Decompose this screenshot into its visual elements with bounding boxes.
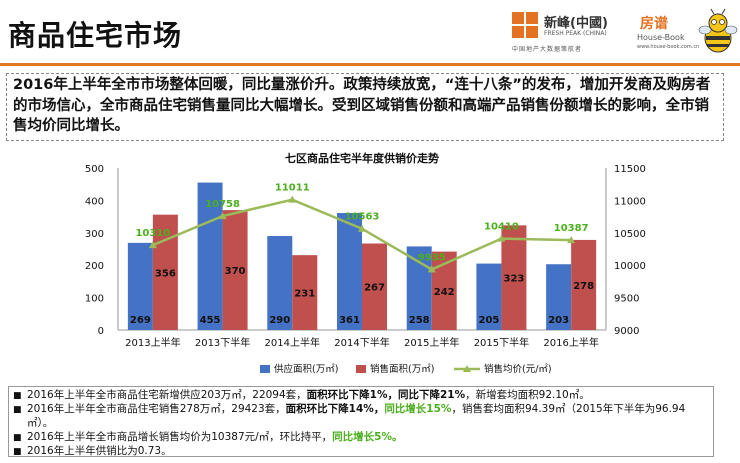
sales-bar bbox=[571, 239, 597, 330]
sales-value-label: 356 bbox=[155, 268, 176, 279]
brand-name: 新峰(中國) bbox=[544, 16, 608, 31]
left-tick-label: 400 bbox=[85, 196, 104, 207]
supply-bar bbox=[546, 264, 572, 330]
supply-value-label: 269 bbox=[130, 315, 151, 326]
right-tick-label: 10500 bbox=[614, 229, 646, 240]
note-item: ■ 2016年上半年全市商品住宅销售278万㎡，29423套，面积环比下降14%，… bbox=[13, 402, 709, 430]
page-title: 商品住宅市场 bbox=[8, 19, 183, 52]
note-segment: 同比增长5%。 bbox=[332, 431, 403, 443]
sales-bar bbox=[362, 243, 387, 330]
left-tick-label: 100 bbox=[85, 294, 104, 305]
category-label: 2016上半年 bbox=[543, 336, 598, 349]
legend-sales-label: 销售面积(万㎡) bbox=[370, 363, 434, 375]
note-segment: 2016年上半年全市商品住宅新增供应203万㎡，22094套， bbox=[27, 389, 307, 401]
left-tick-label: 500 bbox=[85, 164, 104, 175]
partner-name: 房谱 bbox=[640, 16, 668, 32]
supply-sales-price-chart: 七区商品住宅半年度供销价走势 0 100 200 300 400 500 9000 9500 10… bbox=[85, 151, 646, 375]
price-value-label: 10410 bbox=[484, 222, 519, 233]
price-point bbox=[427, 265, 436, 273]
category-label: 2013上半年 bbox=[125, 336, 180, 349]
category-label: 2014下半年 bbox=[334, 336, 389, 349]
category-label: 2013下半年 bbox=[195, 336, 250, 349]
chart-title: 七区商品住宅半年度供销价走势 bbox=[285, 151, 439, 165]
brand-slogan: 中国地产大数据策航者 bbox=[512, 46, 583, 53]
notes-box: ■ 2016年上半年全市商品住宅新增供应203万㎡，22094套，面积环比下降1%… bbox=[8, 386, 714, 457]
right-tick-label: 10000 bbox=[614, 261, 646, 272]
right-tick-label: 9500 bbox=[614, 294, 639, 305]
legend-sales-swatch bbox=[356, 365, 366, 373]
legend-price-label: 销售均价(元/㎡) bbox=[484, 363, 552, 375]
sales-value-label: 231 bbox=[294, 289, 315, 300]
supply-value-label: 361 bbox=[339, 315, 360, 326]
price-point bbox=[358, 224, 366, 232]
sales-value-label: 323 bbox=[503, 274, 524, 285]
bee-mascot-icon bbox=[698, 8, 738, 53]
price-value-label: 9935 bbox=[418, 252, 446, 263]
category-label: 2014上半年 bbox=[265, 336, 320, 349]
legend-supply-swatch bbox=[260, 365, 270, 373]
note-segment: 面积环比下降14%， bbox=[285, 403, 385, 415]
bullet-icon: ■ bbox=[13, 433, 22, 443]
supply-value-label: 455 bbox=[200, 315, 221, 326]
supply-value-label: 258 bbox=[409, 315, 430, 326]
right-tick-label: 11000 bbox=[614, 196, 646, 207]
price-point bbox=[567, 236, 576, 244]
price-point bbox=[218, 212, 227, 220]
title-divider bbox=[0, 63, 740, 66]
note-item: ■ 2016年上半年全市商品住宅新增供应203万㎡，22094套，面积环比下降1%… bbox=[13, 388, 709, 402]
sales-bar bbox=[152, 214, 178, 330]
price-value-label: 11011 bbox=[275, 183, 310, 194]
summary-box: 2016年上半年全市市场整体回暖，同比量涨价升。政策持续放宽，“连十八条”的发布… bbox=[6, 73, 724, 141]
legend-price-marker bbox=[463, 365, 471, 372]
supply-bar bbox=[476, 263, 502, 330]
right-tick-label: 9000 bbox=[614, 326, 639, 337]
price-value-label: 10563 bbox=[345, 212, 380, 223]
summary-text: 2016年上半年全市市场整体回暖，同比量涨价升。政策持续放宽，“连十八条”的发布… bbox=[13, 77, 711, 134]
category-label: 2015下半年 bbox=[474, 336, 529, 349]
note-segment: 同比增长15% bbox=[384, 403, 452, 415]
left-tick-label: 0 bbox=[98, 326, 104, 337]
supply-bar bbox=[406, 246, 432, 330]
fresh-peak-logo-icon bbox=[512, 12, 538, 38]
price-value-label: 10758 bbox=[205, 199, 240, 210]
note-item: ■ 2016年上半年供销比为0.73。 bbox=[13, 444, 709, 458]
note-segment: 面积环比下降1%，同比下降21% bbox=[306, 389, 466, 401]
note-item: ■ 2016年上半年全市商品增长销售均价为10387元/㎡，环比持平，同比增长5%… bbox=[13, 430, 709, 444]
sales-bar bbox=[222, 210, 248, 330]
bullet-icon: ■ bbox=[13, 405, 22, 415]
partner-english: House-Book bbox=[637, 33, 685, 42]
bullet-icon: ■ bbox=[13, 447, 22, 457]
note-segment: ，新增套均面积92.10㎡。 bbox=[465, 389, 590, 401]
sales-value-label: 242 bbox=[434, 287, 455, 298]
supply-bar bbox=[267, 236, 293, 330]
legend-supply-label: 供应面积(万㎡) bbox=[274, 363, 338, 375]
brand-english: FRESH PEAK (CHINA) bbox=[544, 30, 607, 37]
supply-value-label: 205 bbox=[478, 315, 499, 326]
note-segment: 2016年上半年全市商品增长销售均价为10387元/㎡，环比持平， bbox=[27, 431, 333, 443]
category-label: 2015上半年 bbox=[404, 336, 459, 349]
sales-value-label: 370 bbox=[225, 266, 246, 277]
supply-bar bbox=[127, 242, 153, 330]
sales-bar bbox=[501, 225, 527, 330]
supply-bar bbox=[337, 213, 362, 330]
supply-bar bbox=[197, 182, 223, 330]
partner-site: www.house-book.com.cn bbox=[637, 44, 700, 50]
price-value-label: 10310 bbox=[135, 228, 170, 239]
left-tick-label: 200 bbox=[85, 261, 104, 272]
right-tick-label: 11500 bbox=[614, 164, 646, 175]
price-value-label: 10387 bbox=[554, 223, 589, 234]
sales-value-label: 267 bbox=[364, 283, 385, 294]
note-segment: ，销售套均面积94.39㎡（2015年下半年为96.94㎡）。 bbox=[27, 403, 686, 429]
bullet-icon: ■ bbox=[13, 391, 22, 401]
price-point bbox=[148, 241, 157, 249]
supply-value-label: 203 bbox=[548, 315, 569, 326]
note-segment: 2016年上半年供销比为0.73。 bbox=[27, 445, 172, 457]
supply-value-label: 290 bbox=[269, 315, 290, 326]
left-tick-label: 300 bbox=[85, 229, 104, 240]
sales-bar bbox=[292, 255, 318, 330]
price-point bbox=[497, 234, 506, 242]
sales-value-label: 278 bbox=[573, 281, 594, 292]
price-point bbox=[288, 195, 297, 203]
note-segment: 2016年上半年全市商品住宅销售278万㎡，29423套， bbox=[27, 403, 286, 415]
